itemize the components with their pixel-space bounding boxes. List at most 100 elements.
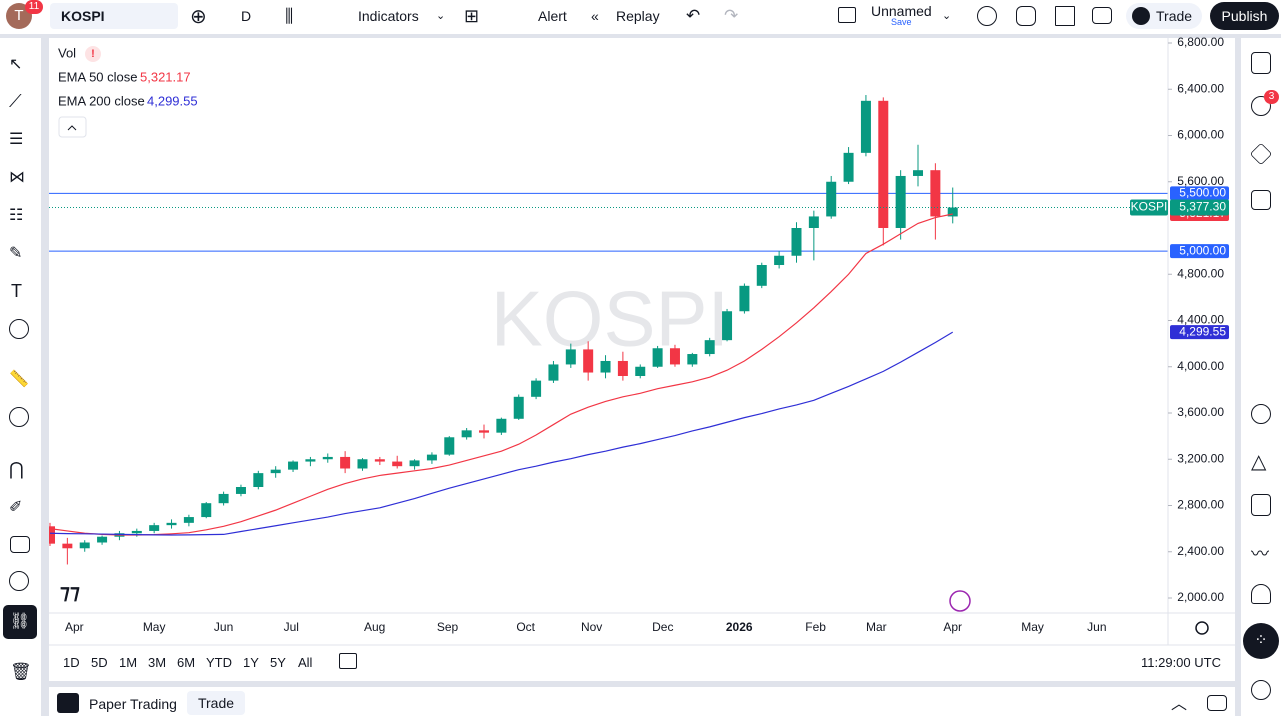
fib-tool[interactable]: ☰: [9, 131, 24, 148]
forecast-tool[interactable]: ☷: [9, 207, 24, 224]
y-tick-label: 4,800.00: [1177, 266, 1224, 280]
candle-body: [444, 437, 455, 455]
alert-button[interactable]: Alert: [538, 8, 567, 24]
layout-name[interactable]: Unnamed: [871, 3, 932, 19]
candle-body: [843, 152, 854, 182]
range-button[interactable]: 6M: [177, 655, 196, 670]
quick-search[interactable]: [977, 6, 997, 26]
delete-tool[interactable]: 🗑: [10, 662, 32, 681]
templates[interactable]: ⊞: [464, 6, 480, 26]
date-range-icon[interactable]: [339, 653, 357, 669]
redo[interactable]: ↷: [724, 6, 739, 25]
last-price-box: [1170, 199, 1229, 216]
candle-body: [722, 311, 733, 341]
candle-body: [392, 461, 403, 467]
dropdown[interactable]: ⌄: [436, 10, 446, 22]
trend-line-tool[interactable]: ⟋: [9, 91, 22, 111]
interval[interactable]: D: [241, 8, 252, 24]
candle-body: [201, 503, 212, 518]
layout-status: Save: [891, 17, 912, 27]
candle-body: [270, 469, 281, 474]
candle-body: [97, 536, 108, 543]
watchlist[interactable]: [1251, 52, 1271, 74]
candle-body: [947, 207, 958, 217]
drawing-mode[interactable]: ✐: [9, 499, 23, 516]
lock-tool[interactable]: [10, 536, 30, 553]
candle-body: [357, 459, 368, 469]
snapshot[interactable]: [1092, 7, 1112, 24]
candle-body: [617, 360, 628, 376]
cursor-tool[interactable]: ↖: [9, 56, 23, 73]
range-button[interactable]: 5Y: [270, 655, 286, 670]
candle-body: [340, 456, 351, 469]
replay-button[interactable]: Replay: [616, 8, 660, 24]
publish-button[interactable]: Publish: [1210, 2, 1279, 30]
y-tick-label: 2,000.00: [1177, 590, 1224, 604]
settings[interactable]: [1016, 6, 1036, 26]
brush-tool[interactable]: ✎: [9, 245, 23, 262]
candle-body: [479, 430, 490, 433]
text-tool[interactable]: T: [11, 281, 22, 301]
undo[interactable]: ↶: [686, 6, 701, 25]
plot: KOSPI: [49, 95, 1168, 565]
pattern-tool[interactable]: ⋈: [9, 169, 25, 186]
range-button[interactable]: 5D: [91, 655, 108, 670]
chart-type[interactable]: ⫼: [285, 6, 294, 26]
y-tick-label: 4,400.00: [1177, 313, 1224, 327]
chats[interactable]: [1251, 190, 1271, 210]
magnet-tool[interactable]: ⋂: [9, 459, 24, 479]
symbol: KOSPI: [61, 8, 105, 24]
measure-tool[interactable]: 📏: [9, 371, 29, 388]
range-button[interactable]: 1D: [63, 655, 80, 670]
y-tick-label: 3,200.00: [1177, 451, 1224, 465]
x-tick-label: Jul: [284, 620, 299, 634]
level-label-box: [1170, 244, 1229, 259]
news[interactable]: 〰: [1251, 544, 1269, 564]
fullscreen[interactable]: [1055, 6, 1075, 26]
visibility-tool[interactable]: [9, 571, 29, 591]
candle-body: [322, 456, 333, 460]
panel-title[interactable]: Paper Trading: [89, 696, 177, 712]
candle-body: [548, 364, 559, 381]
calendar[interactable]: [1251, 494, 1271, 516]
candle-body: [253, 473, 264, 487]
help[interactable]: [1251, 680, 1271, 700]
range-button[interactable]: 1M: [119, 655, 138, 670]
zoom-tool[interactable]: [9, 407, 29, 427]
left-toolbar: ↖ ⟋ ☰ ⋈ ☷ ✎ T 📏 ⋂ ✐ ⛓ 🗑: [0, 38, 41, 716]
candle-body: [930, 170, 941, 217]
range-button[interactable]: YTD: [206, 655, 232, 670]
trade-button[interactable]: Trade: [1126, 3, 1202, 29]
range-button[interactable]: All: [298, 655, 313, 670]
range-button[interactable]: 3M: [148, 655, 167, 670]
range-button[interactable]: 1Y: [243, 655, 259, 670]
symbol-tag: KOSPI: [1131, 200, 1168, 214]
legend-value: 5,321.17: [140, 69, 191, 84]
collapse-panel[interactable]: ︿: [1171, 696, 1188, 713]
candle-body: [496, 418, 507, 433]
compare-button[interactable]: ⊕: [190, 6, 207, 28]
maximize-panel[interactable]: [1207, 695, 1227, 711]
notifications[interactable]: [1251, 584, 1271, 604]
x-tick-label: Feb: [805, 620, 826, 634]
apps[interactable]: ⁘: [1243, 623, 1279, 659]
dropdown[interactable]: ⌄: [942, 10, 952, 22]
settings-gear: [1195, 621, 1209, 635]
candle-body: [288, 461, 299, 470]
candle-body: [583, 349, 594, 373]
volume-warning-mark: !: [91, 48, 95, 60]
indicators-button[interactable]: Indicators: [358, 8, 419, 24]
x-tick-label: Sep: [437, 620, 459, 634]
alerts[interactable]: [1251, 96, 1271, 116]
panel-tab[interactable]: Trade: [187, 691, 245, 715]
link-tool[interactable]: ⛓: [3, 605, 37, 639]
clock[interactable]: 11:29:00 UTC: [1141, 655, 1221, 670]
layout-icon[interactable]: [838, 7, 856, 23]
symbol-search[interactable]: KOSPI: [50, 3, 178, 29]
pine[interactable]: △: [1251, 451, 1267, 473]
x-tick-label: Jun: [214, 620, 233, 634]
screener[interactable]: [1251, 404, 1271, 424]
emoji-tool[interactable]: [9, 319, 29, 339]
panel-logo: [57, 693, 79, 713]
